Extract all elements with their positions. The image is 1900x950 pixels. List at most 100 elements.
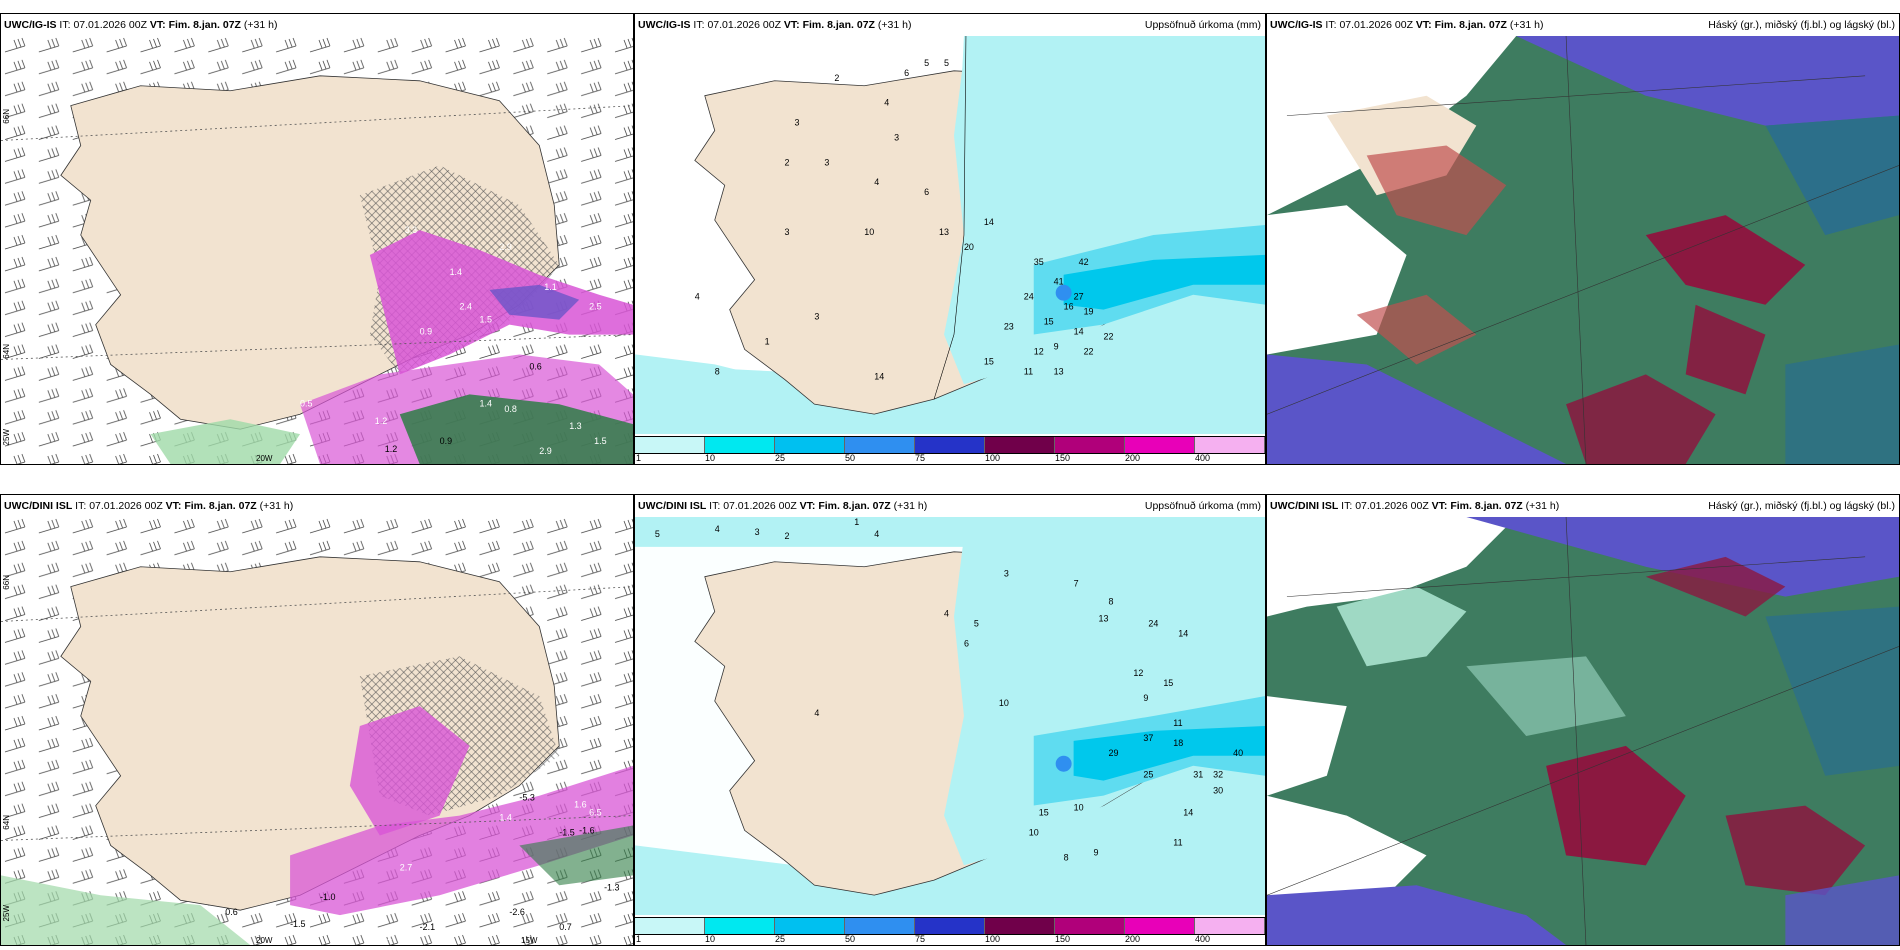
legend-swatch — [705, 437, 775, 453]
svg-text:8: 8 — [1108, 597, 1113, 607]
svg-text:22: 22 — [1084, 346, 1094, 356]
panel-title: UWC/IG-IS IT: 07.01.2026 00Z VT: Fim. 8.… — [1267, 14, 1899, 36]
wind-label: 2.4 — [460, 302, 472, 312]
svg-text:25: 25 — [1143, 770, 1153, 780]
wind-map: -1.5 -1.6 -1.3 -2.1 -2.6 -1.0 -1.5 0.7 0… — [1, 517, 633, 945]
legend-swatch — [915, 437, 985, 453]
wind-label: 1.2 — [375, 416, 387, 426]
legend-swatch — [845, 918, 915, 934]
svg-text:41: 41 — [1054, 277, 1064, 287]
wind-map-svg: 3.3 2.9 1.4 1.1 2.4 1.5 0.9 2.5 0.6 0.5 … — [1, 36, 633, 464]
svg-text:10: 10 — [999, 698, 1009, 708]
legend-swatch — [775, 437, 845, 453]
svg-text:2: 2 — [785, 531, 790, 541]
svg-text:0.7: 0.7 — [559, 922, 571, 932]
svg-text:4: 4 — [874, 529, 879, 539]
wind-label: 0.8 — [504, 404, 516, 414]
svg-text:12: 12 — [1034, 346, 1044, 356]
svg-text:13: 13 — [939, 227, 949, 237]
svg-text:3: 3 — [794, 118, 799, 128]
svg-text:9: 9 — [1094, 847, 1099, 857]
precip-title: Uppsöfnuð úrkoma (mm) — [1144, 19, 1261, 31]
legend-ticks: 1 10 25 50 75 100 150 200 400 — [636, 453, 1211, 463]
svg-text:30: 30 — [1213, 786, 1223, 796]
svg-text:23: 23 — [1004, 322, 1014, 332]
svg-text:-2.1: -2.1 — [420, 922, 435, 932]
svg-text:14: 14 — [1183, 808, 1193, 818]
svg-text:14: 14 — [874, 371, 884, 381]
svg-text:42: 42 — [1079, 257, 1089, 267]
precip-map: 6 5 5 2 4 3 3 2 3 4 6 14 10 13 20 35 42 … — [635, 36, 1265, 434]
legend-swatch — [635, 918, 705, 934]
legend-swatch — [845, 437, 915, 453]
lon-label-20w: 20W — [256, 936, 273, 945]
svg-text:1: 1 — [854, 517, 859, 527]
wind-label: 1.4 — [450, 267, 462, 277]
wind-map-svg: -1.5 -1.6 -1.3 -2.1 -2.6 -1.0 -1.5 0.7 0… — [1, 517, 633, 945]
svg-text:1: 1 — [765, 336, 770, 346]
svg-text:-1.6: -1.6 — [579, 826, 594, 836]
precip-map: 5 4 3 2 1 4 3 4 5 6 7 8 10 13 24 14 15 1… — [635, 517, 1265, 915]
panel-precip-top: UWC/IG-IS IT: 07.01.2026 00Z VT: Fim. 8.… — [634, 13, 1266, 465]
cloud-map-svg — [1267, 517, 1899, 945]
svg-text:0.6: 0.6 — [225, 907, 237, 917]
wind-label: 3.3 — [405, 225, 417, 235]
wind-label: 0.5 — [300, 398, 312, 408]
svg-text:14: 14 — [1178, 628, 1188, 638]
wind-label: 2.5 — [589, 302, 601, 312]
svg-text:3: 3 — [1004, 569, 1009, 579]
svg-text:27: 27 — [1074, 292, 1084, 302]
svg-text:15: 15 — [984, 356, 994, 366]
wind-label: 0.9 — [440, 436, 452, 446]
svg-text:3.2: 3.2 — [380, 932, 392, 942]
svg-text:11: 11 — [1173, 837, 1182, 847]
cloud-map-svg — [1267, 36, 1899, 464]
svg-text:4: 4 — [884, 98, 889, 108]
svg-text:4: 4 — [814, 708, 819, 718]
panel-precip-bottom: UWC/DINI ISL IT: 07.01.2026 00Z VT: Fim.… — [634, 494, 1266, 946]
precip-legend: 1 10 25 50 75 100 150 200 400 — [635, 434, 1265, 464]
panel-title: UWC/DINI ISL IT: 07.01.2026 00Z VT: Fim.… — [1267, 495, 1899, 517]
svg-text:-1.5: -1.5 — [290, 919, 305, 929]
svg-text:5: 5 — [924, 58, 929, 68]
svg-text:-1.0: -1.0 — [320, 892, 335, 902]
legend-swatch — [635, 437, 705, 453]
svg-text:6: 6 — [904, 68, 909, 78]
lon-label-25w: 25W — [2, 429, 11, 446]
svg-text:-1.5: -1.5 — [559, 828, 574, 838]
lat-label-66n: 66N — [2, 109, 11, 124]
legend-swatch — [775, 918, 845, 934]
legend-swatch — [1195, 437, 1265, 453]
legend-ticks: 1 10 25 50 75 100 150 200 400 — [636, 934, 1211, 944]
svg-text:-5.3: -5.3 — [519, 793, 534, 803]
svg-text:18: 18 — [1173, 738, 1183, 748]
svg-text:40: 40 — [1233, 748, 1243, 758]
lat-label-64n: 64N — [2, 815, 11, 830]
panel-title: UWC/IG-IS IT: 07.01.2026 00Z VT: Fim. 8.… — [635, 14, 1265, 36]
lat-line — [1, 105, 633, 141]
lon-label-20w: 20W — [256, 454, 273, 463]
panel-cloud-bottom: UWC/DINI ISL IT: 07.01.2026 00Z VT: Fim.… — [1266, 494, 1900, 946]
legend-swatch — [1195, 918, 1265, 934]
precip-map-svg: 5 4 3 2 1 4 3 4 5 6 7 8 10 13 24 14 15 1… — [635, 517, 1265, 915]
svg-text:4: 4 — [944, 609, 949, 619]
svg-text:7: 7 — [1074, 579, 1079, 589]
svg-text:8: 8 — [1064, 852, 1069, 862]
panel-title: UWC/IG-IS IT: 07.01.2026 00Z VT: Fim. 8.… — [1, 14, 633, 36]
svg-text:3: 3 — [814, 312, 819, 322]
legend-swatch — [705, 918, 775, 934]
svg-text:-2.6: -2.6 — [509, 907, 524, 917]
precip-title: Uppsöfnuð úrkoma (mm) — [1144, 500, 1261, 512]
svg-text:15: 15 — [1044, 317, 1054, 327]
wind-label: 1.3 — [569, 421, 581, 431]
svg-text:8: 8 — [715, 366, 720, 376]
wind-label: 1.1 — [544, 282, 556, 292]
legend-swatch — [1055, 918, 1125, 934]
lat-label-66n: 66N — [2, 575, 11, 590]
svg-text:5: 5 — [655, 529, 660, 539]
wind-label: 1.5 — [479, 315, 491, 325]
wind-label: 1.2 — [385, 444, 397, 454]
wind-label: 0.9 — [420, 327, 432, 337]
svg-text:29: 29 — [1108, 748, 1118, 758]
wind-label: 0.6 — [529, 361, 541, 371]
